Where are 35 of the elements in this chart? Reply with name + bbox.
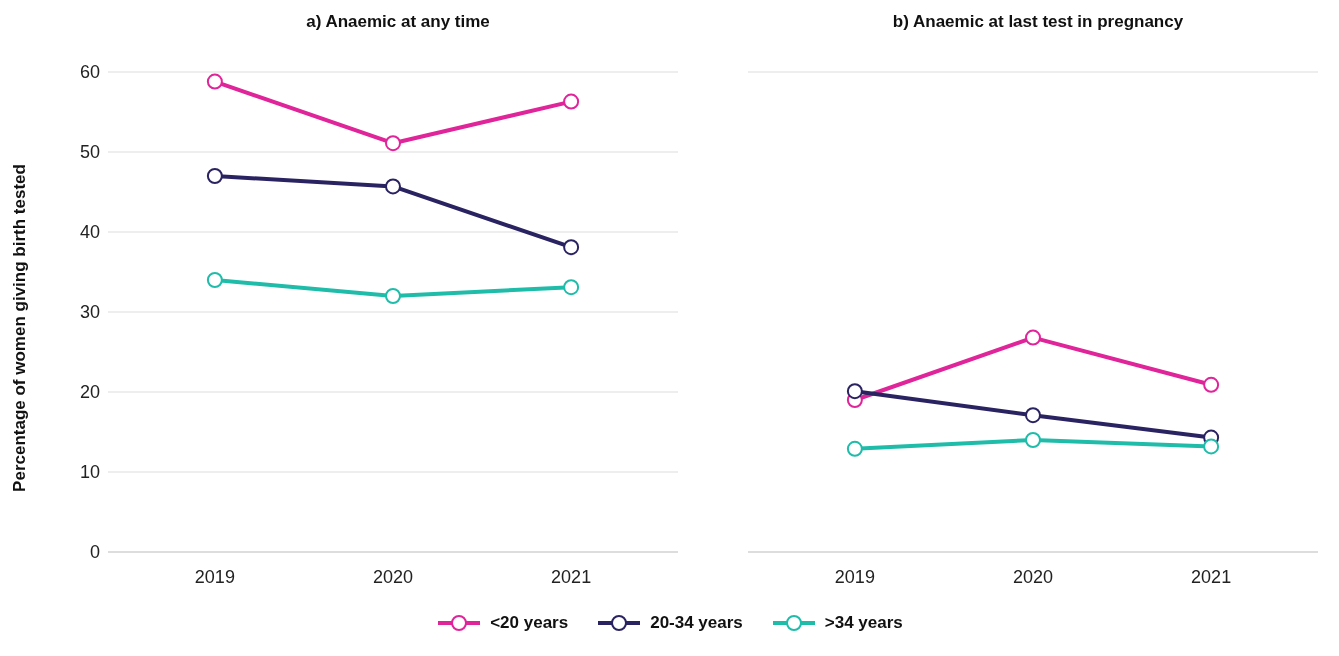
- x-tick-label: 2019: [834, 566, 875, 587]
- y-tick-label: 30: [79, 302, 100, 323]
- legend-label: <20 years: [490, 613, 569, 633]
- point: [1025, 329, 1041, 346]
- y-axis-title: Percentage of women giving birth tested: [10, 164, 30, 492]
- point: [206, 73, 223, 90]
- point: [563, 279, 580, 296]
- y-tick-label: 60: [79, 62, 100, 83]
- point: [385, 288, 401, 304]
- x-tick-label: 2020: [372, 566, 414, 587]
- chart-title: b) Anaemic at last test in pregnancy: [891, 11, 1185, 33]
- point: [385, 178, 401, 195]
- point: [1203, 438, 1220, 455]
- point: [563, 93, 580, 110]
- point: [206, 272, 223, 288]
- y-tick-label: 40: [79, 222, 100, 243]
- point: [385, 135, 401, 152]
- point: [1025, 432, 1041, 448]
- y-tick-label: 50: [79, 142, 100, 163]
- legend-label: >34 years: [824, 613, 903, 633]
- point: [563, 239, 580, 256]
- x-tick-label: 2019: [194, 566, 235, 587]
- point: [206, 168, 223, 184]
- y-tick-label: 10: [79, 462, 100, 483]
- y-tick-label: 20: [79, 382, 100, 403]
- legend-label: 20-34 years: [650, 613, 743, 633]
- chart-title: a) Anaemic at any time: [305, 11, 491, 33]
- point: [1025, 407, 1041, 424]
- y-tick-label: 0: [89, 542, 100, 563]
- point: [1203, 376, 1220, 393]
- point: [846, 383, 863, 400]
- point: [846, 440, 863, 457]
- x-tick-label: 2020: [1012, 566, 1054, 587]
- x-tick-label: 2021: [1191, 566, 1232, 587]
- x-tick-label: 2021: [551, 566, 592, 587]
